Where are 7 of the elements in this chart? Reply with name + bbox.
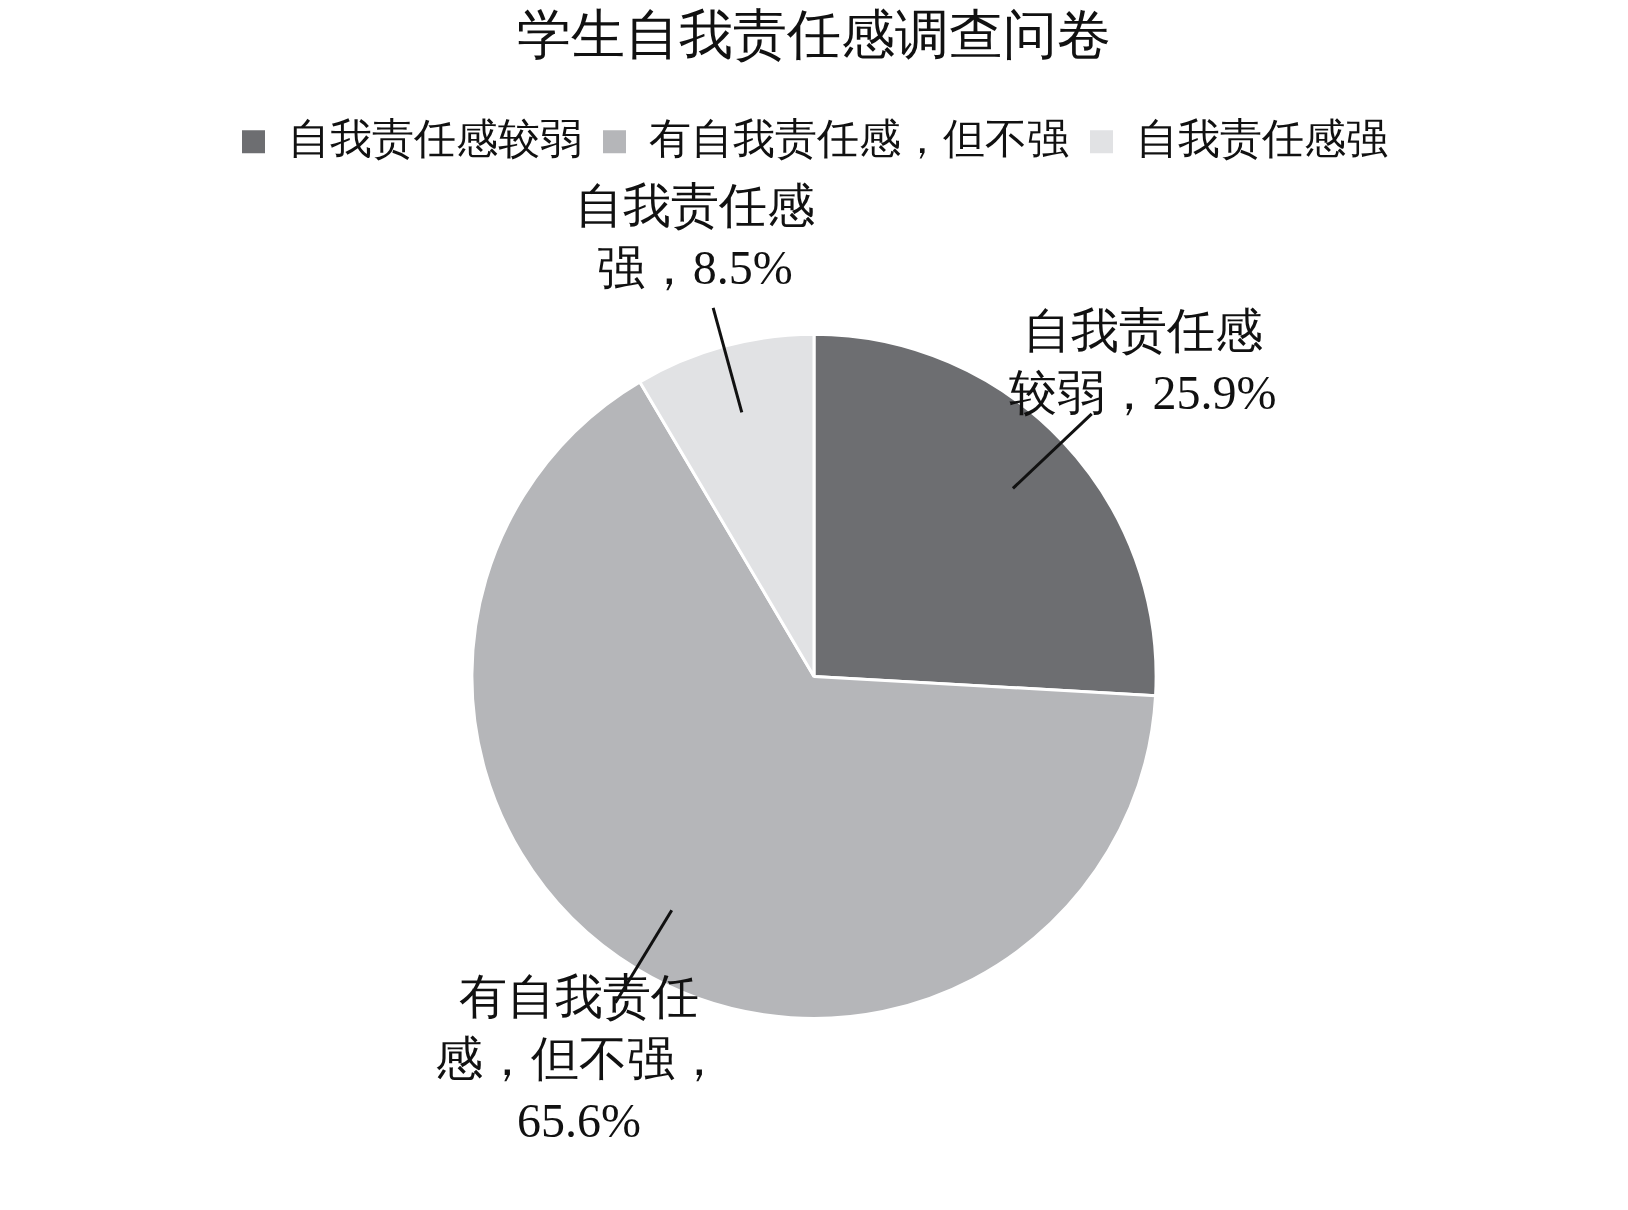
legend-label: 有自我责任感，但不强 <box>648 115 1069 162</box>
legend-label: 自我责任感较弱 <box>287 115 582 162</box>
data-label: 自我责任感较弱，25.9% <box>1008 304 1277 420</box>
data-label: 自我责任感强，8.5% <box>574 178 815 294</box>
legend-label: 自我责任感强 <box>1135 115 1388 162</box>
chart-title: 学生自我责任感调查问卷 <box>517 4 1111 65</box>
data-label: 有自我责任感，但不强，65.6% <box>434 970 723 1148</box>
